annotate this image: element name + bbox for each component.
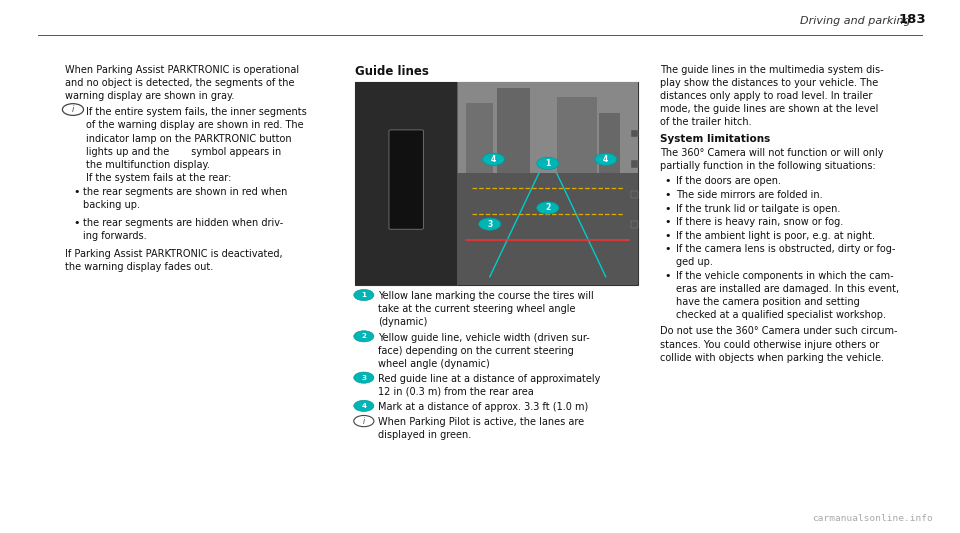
Circle shape (537, 157, 559, 169)
Text: collide with objects when parking the vehicle.: collide with objects when parking the ve… (660, 352, 884, 362)
Circle shape (354, 330, 374, 342)
FancyBboxPatch shape (632, 160, 637, 167)
Text: 4: 4 (603, 155, 609, 164)
Text: i: i (72, 105, 74, 114)
Text: 3: 3 (487, 220, 492, 229)
Text: warning display are shown in gray.: warning display are shown in gray. (65, 91, 234, 101)
Text: •: • (664, 217, 671, 227)
FancyBboxPatch shape (557, 96, 597, 173)
Text: If there is heavy rain, snow or fog.: If there is heavy rain, snow or fog. (676, 217, 843, 227)
Text: If the trunk lid or tailgate is open.: If the trunk lid or tailgate is open. (676, 204, 840, 214)
Text: ged up.: ged up. (676, 257, 712, 268)
Text: If the ambient light is poor, e.g. at night.: If the ambient light is poor, e.g. at ni… (676, 231, 875, 241)
FancyBboxPatch shape (457, 82, 638, 173)
Text: 4: 4 (491, 155, 496, 164)
Text: displayed in green.: displayed in green. (378, 431, 471, 440)
Text: Guide lines: Guide lines (355, 65, 429, 78)
Text: The 360° Camera will not function or will only: The 360° Camera will not function or wil… (660, 148, 884, 158)
Text: wheel angle (dynamic): wheel angle (dynamic) (378, 359, 490, 369)
Text: If the vehicle components in which the cam-: If the vehicle components in which the c… (676, 271, 894, 281)
Text: carmanualsonline.info: carmanualsonline.info (812, 514, 933, 523)
Text: Red guide line at a distance of approximately: Red guide line at a distance of approxim… (378, 374, 601, 384)
Text: 3: 3 (361, 375, 367, 381)
FancyBboxPatch shape (632, 130, 637, 137)
FancyBboxPatch shape (598, 112, 620, 173)
Text: The guide lines in the multimedia system dis-: The guide lines in the multimedia system… (660, 65, 884, 75)
Text: Yellow lane marking the course the tires will: Yellow lane marking the course the tires… (378, 291, 594, 301)
Text: face) depending on the current steering: face) depending on the current steering (378, 346, 574, 356)
Text: Yellow guide line, vehicle width (driven sur-: Yellow guide line, vehicle width (driven… (378, 333, 590, 343)
Text: Driving and parking: Driving and parking (800, 16, 918, 26)
Text: •: • (73, 217, 80, 228)
FancyBboxPatch shape (355, 82, 638, 285)
Text: mode, the guide lines are shown at the level: mode, the guide lines are shown at the l… (660, 104, 878, 114)
Text: •: • (664, 271, 671, 281)
Text: the rear segments are hidden when driv-: the rear segments are hidden when driv- (83, 217, 283, 228)
Text: If the system fails at the rear:: If the system fails at the rear: (86, 173, 231, 183)
Text: •: • (664, 204, 671, 214)
Text: Do not use the 360° Camera under such circum-: Do not use the 360° Camera under such ci… (660, 326, 898, 336)
Text: have the camera position and setting: have the camera position and setting (676, 297, 859, 307)
Text: 2: 2 (545, 204, 550, 213)
FancyBboxPatch shape (497, 88, 530, 173)
Text: 1: 1 (361, 292, 367, 298)
Circle shape (354, 289, 374, 301)
Text: i: i (363, 417, 365, 425)
Text: 2: 2 (361, 333, 367, 340)
FancyBboxPatch shape (389, 130, 423, 229)
Circle shape (354, 400, 374, 411)
Text: (dynamic): (dynamic) (378, 318, 427, 327)
Circle shape (482, 153, 504, 165)
FancyBboxPatch shape (457, 82, 638, 285)
Text: •: • (73, 187, 80, 197)
FancyBboxPatch shape (355, 82, 457, 285)
Text: of the trailer hitch.: of the trailer hitch. (660, 117, 752, 127)
Text: If the camera lens is obstructed, dirty or fog-: If the camera lens is obstructed, dirty … (676, 244, 896, 254)
Text: stances. You could otherwise injure others or: stances. You could otherwise injure othe… (660, 340, 879, 350)
Text: ing forwards.: ing forwards. (83, 231, 146, 241)
Circle shape (479, 218, 501, 230)
Text: of the warning display are shown in red. The: of the warning display are shown in red.… (86, 120, 304, 131)
Text: •: • (664, 231, 671, 241)
FancyBboxPatch shape (632, 221, 637, 228)
Text: The side mirrors are folded in.: The side mirrors are folded in. (676, 190, 823, 200)
Text: take at the current steering wheel angle: take at the current steering wheel angle (378, 304, 576, 314)
Text: play show the distances to your vehicle. The: play show the distances to your vehicle.… (660, 78, 878, 88)
Text: lights up and the       symbol appears in: lights up and the symbol appears in (86, 147, 281, 157)
Text: System limitations: System limitations (660, 133, 771, 143)
Text: and no object is detected, the segments of the: and no object is detected, the segments … (65, 78, 295, 88)
FancyBboxPatch shape (457, 173, 638, 285)
Text: When Parking Assist PARKTRONIC is operational: When Parking Assist PARKTRONIC is operat… (65, 65, 300, 75)
Text: partially function in the following situations:: partially function in the following situ… (660, 161, 876, 171)
Text: Mark at a distance of approx. 3.3 ft (1.0 m): Mark at a distance of approx. 3.3 ft (1.… (378, 402, 588, 412)
Circle shape (537, 202, 559, 214)
Text: 4: 4 (361, 403, 367, 409)
Text: 183: 183 (899, 13, 926, 26)
FancyBboxPatch shape (632, 190, 637, 198)
Circle shape (595, 153, 617, 165)
Text: distances only apply to road level. In trailer: distances only apply to road level. In t… (660, 91, 873, 101)
Text: the multifunction display.: the multifunction display. (86, 159, 210, 169)
Text: 12 in (0.3 m) from the rear area: 12 in (0.3 m) from the rear area (378, 387, 534, 397)
FancyBboxPatch shape (467, 102, 493, 173)
Text: •: • (664, 176, 671, 187)
Text: If the entire system fails, the inner segments: If the entire system fails, the inner se… (86, 107, 307, 117)
Text: •: • (664, 244, 671, 254)
Text: When Parking Pilot is active, the lanes are: When Parking Pilot is active, the lanes … (378, 417, 585, 427)
Text: checked at a qualified specialist workshop.: checked at a qualified specialist worksh… (676, 310, 886, 320)
Text: indicator lamp on the PARKTRONIC button: indicator lamp on the PARKTRONIC button (86, 133, 292, 143)
Text: backing up.: backing up. (83, 200, 139, 211)
Text: If the doors are open.: If the doors are open. (676, 176, 780, 187)
Circle shape (354, 372, 374, 383)
Text: •: • (664, 190, 671, 200)
Text: 1: 1 (545, 159, 550, 168)
Text: eras are installed are damaged. In this event,: eras are installed are damaged. In this … (676, 284, 899, 294)
Text: the rear segments are shown in red when: the rear segments are shown in red when (83, 187, 287, 197)
Text: the warning display fades out.: the warning display fades out. (65, 262, 213, 272)
Text: If Parking Assist PARKTRONIC is deactivated,: If Parking Assist PARKTRONIC is deactiva… (65, 249, 283, 259)
